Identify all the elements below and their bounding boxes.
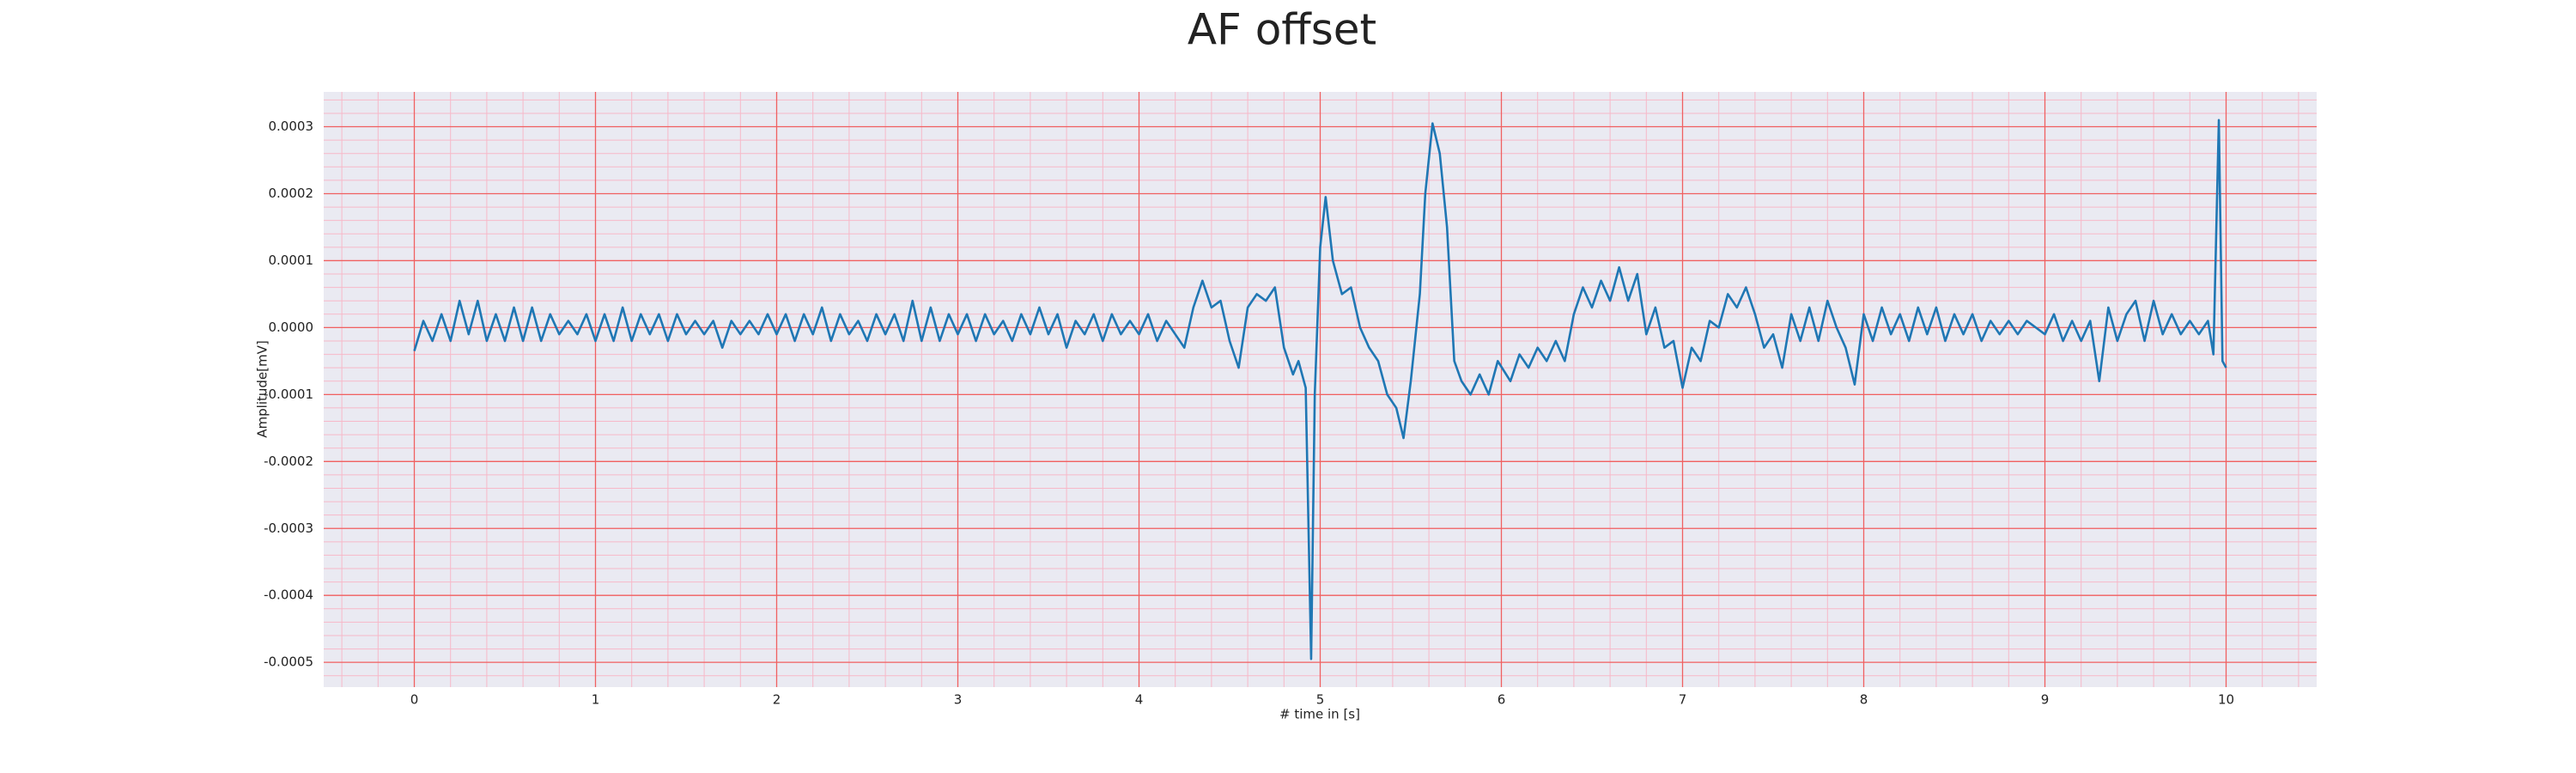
x-tick-label: 7 [1679,692,1687,708]
y-tick-label: -0.0002 [264,453,313,469]
y-tick-label: -0.0001 [264,386,313,402]
y-tick-label: 0.0002 [269,186,314,201]
signal-line [413,119,2227,660]
x-tick-label: 10 [2218,692,2234,708]
y-tick-label: 0.0000 [269,320,314,335]
x-axis-label: # time in [s] [1279,707,1360,722]
x-tick-label: 5 [1316,692,1325,708]
y-tick-label: -0.0003 [264,520,313,536]
x-tick-label: 4 [1135,692,1144,708]
y-tick-label: 0.0001 [269,253,314,268]
y-tick-label: -0.0005 [264,654,313,670]
x-tick-label: 3 [954,692,963,708]
y-tick-label: -0.0004 [264,587,313,603]
x-tick-label: 1 [592,692,600,708]
chart-title: AF offset [1188,5,1376,55]
x-tick-label: 2 [773,692,781,708]
x-tick-label: 6 [1498,692,1506,708]
x-tick-label: 0 [410,692,419,708]
x-tick-label: 8 [1860,692,1868,708]
y-axis-label: Amplitude[mV] [255,340,270,437]
y-tick-label: 0.0003 [269,119,314,134]
x-tick-label: 9 [2041,692,2050,708]
